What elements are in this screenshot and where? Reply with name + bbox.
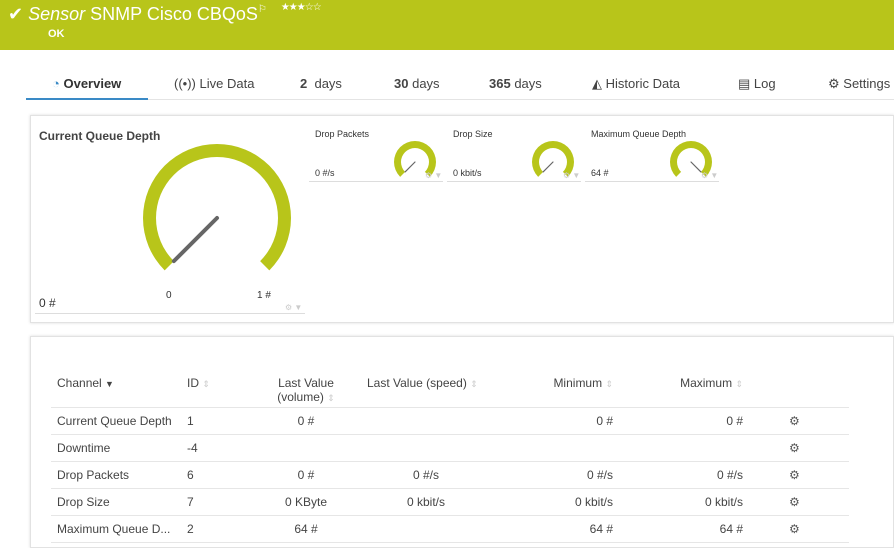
- tab-historic-data[interactable]: ◭ Historic Data: [592, 76, 681, 91]
- gauge-arc: [394, 141, 436, 177]
- table-cell: Current Queue Depth: [51, 407, 181, 435]
- main-gauge-title: Current Queue Depth: [39, 129, 161, 143]
- table-cell: [361, 434, 491, 462]
- log-icon: ▤: [738, 76, 751, 91]
- channels-panel: Channel ▼ ID ⇕ Last Value (volume) ⇕ Last…: [30, 336, 894, 548]
- table-cell: 0 #: [251, 407, 361, 435]
- small-gauge-title: Drop Size: [453, 129, 493, 139]
- gauge-needle: [404, 161, 416, 173]
- tab-2-days[interactable]: 2 days: [300, 76, 342, 91]
- gear-icon: ⚙: [828, 76, 840, 91]
- main-gauge-value: 0 #: [39, 296, 56, 310]
- small-gauge-value: 64 #: [591, 168, 609, 178]
- gear-pin-icon[interactable]: ⚙ ▼: [285, 303, 303, 312]
- active-tab-indicator: [26, 98, 148, 100]
- channels-table: Channel ▼ ID ⇕ Last Value (volume) ⇕ Last…: [51, 373, 849, 543]
- table-cell: 1: [181, 407, 251, 435]
- tab-30-days[interactable]: 30 days: [394, 76, 440, 91]
- table-cell: 0 #: [619, 407, 749, 435]
- tab-overview[interactable]: ◔ Overview: [52, 76, 122, 91]
- table-cell: 0 kbit/s: [491, 488, 619, 516]
- sensor-title: ✔ Sensor SNMP Cisco CBQoS ⚐ ★★★☆☆: [8, 2, 322, 24]
- channel-settings-icon[interactable]: ⚙: [749, 515, 849, 543]
- gauge-arc: [143, 144, 291, 271]
- small-gauge-value: 0 kbit/s: [453, 168, 482, 178]
- table-row[interactable]: Current Queue Depth 1 0 #0 #0 # ⚙: [51, 407, 849, 435]
- table-cell: 2: [181, 515, 251, 543]
- tab-bar: ◔ Overview ((•)) Live Data 2 days 30 day…: [26, 68, 894, 100]
- table-cell: 64 #: [251, 515, 361, 543]
- gauge-min-label: 0: [166, 290, 172, 301]
- table-cell: [491, 434, 619, 462]
- status-text: OK: [48, 28, 65, 40]
- table-cell: [361, 515, 491, 543]
- gauges-panel: Current Queue Depth 0 # 0 1 # ⚙ ▼ Drop P…: [30, 115, 894, 323]
- table-row[interactable]: Downtime -4 ⚙: [51, 434, 849, 462]
- table-cell: 0 #/s: [491, 461, 619, 489]
- col-last-volume[interactable]: Last Value (volume) ⇕: [251, 373, 361, 408]
- gauge-arc: [670, 141, 712, 177]
- table-cell: 6: [181, 461, 251, 489]
- col-minimum[interactable]: Minimum ⇕: [491, 373, 619, 408]
- gauge-icon: ◔: [52, 76, 60, 91]
- col-maximum[interactable]: Maximum ⇕: [619, 373, 749, 408]
- gear-pin-icon[interactable]: ⚙ ▼: [563, 171, 581, 180]
- flag-icon[interactable]: ⚐: [257, 4, 267, 15]
- main-gauge[interactable]: [117, 136, 317, 316]
- table-cell: 0 KByte: [251, 488, 361, 516]
- gauge-needle: [542, 161, 554, 173]
- sensor-header: ✔ Sensor SNMP Cisco CBQoS ⚐ ★★★☆☆ OK: [0, 0, 894, 50]
- gauge-arc: [532, 141, 574, 177]
- table-cell: 0 #: [251, 461, 361, 489]
- tab-live-data[interactable]: ((•)) Live Data: [174, 76, 255, 91]
- table-cell: -4: [181, 434, 251, 462]
- small-gauge[interactable]: [531, 140, 581, 190]
- gauge-needle: [171, 216, 219, 264]
- table-cell: [619, 434, 749, 462]
- tab-log[interactable]: ▤ Log: [738, 76, 776, 91]
- table-cell: 0 #/s: [361, 461, 491, 489]
- small-gauge-title: Drop Packets: [315, 129, 370, 139]
- channel-settings-icon[interactable]: ⚙: [749, 461, 849, 489]
- rating-stars[interactable]: ★★★☆☆: [280, 2, 322, 13]
- channel-settings-icon[interactable]: ⚙: [749, 407, 849, 435]
- small-gauge[interactable]: [669, 140, 719, 190]
- check-icon: ✔: [8, 4, 29, 24]
- channel-settings-icon[interactable]: ⚙: [749, 434, 849, 462]
- col-last-speed[interactable]: Last Value (speed) ⇕: [361, 373, 491, 408]
- table-cell: 0 kbit/s: [619, 488, 749, 516]
- table-cell: Drop Size: [51, 488, 181, 516]
- area-chart-icon: ◭: [592, 76, 602, 91]
- gear-pin-icon[interactable]: ⚙ ▼: [425, 171, 443, 180]
- channel-settings-icon[interactable]: ⚙: [749, 488, 849, 516]
- tab-365-days[interactable]: 365 days: [489, 76, 542, 91]
- table-row[interactable]: Drop Size 7 0 KByte 0 kbit/s 0 kbit/s 0 kbit/…: [51, 488, 849, 516]
- table-cell: 0 kbit/s: [361, 488, 491, 516]
- tab-settings[interactable]: ⚙ Settings: [828, 76, 891, 91]
- table-row[interactable]: Drop Packets 6 0 #0 #/s 0 #/s 0 #/s ⚙: [51, 461, 849, 489]
- gauge-max-label: 1 #: [257, 290, 271, 301]
- small-gauge[interactable]: [393, 140, 443, 190]
- table-cell: 64 #: [619, 515, 749, 543]
- broadcast-icon: ((•)): [174, 76, 196, 91]
- gear-pin-icon[interactable]: ⚙ ▼: [701, 171, 719, 180]
- table-cell: [251, 434, 361, 462]
- table-row[interactable]: Maximum Queue D... 2 64 #64 #64 # ⚙: [51, 515, 849, 543]
- col-channel[interactable]: Channel ▼: [51, 373, 181, 408]
- table-cell: 0 #/s: [619, 461, 749, 489]
- table-cell: 7: [181, 488, 251, 516]
- table-cell: [361, 407, 491, 435]
- table-cell: 0 #: [491, 407, 619, 435]
- small-gauge-value: 0 #/s: [315, 168, 335, 178]
- table-cell: Maximum Queue D...: [51, 515, 181, 543]
- table-cell: Downtime: [51, 434, 181, 462]
- gauge-needle: [690, 161, 702, 173]
- table-cell: 64 #: [491, 515, 619, 543]
- col-id[interactable]: ID ⇕: [181, 373, 251, 408]
- table-cell: Drop Packets: [51, 461, 181, 489]
- small-gauge-title: Maximum Queue Depth: [591, 129, 687, 139]
